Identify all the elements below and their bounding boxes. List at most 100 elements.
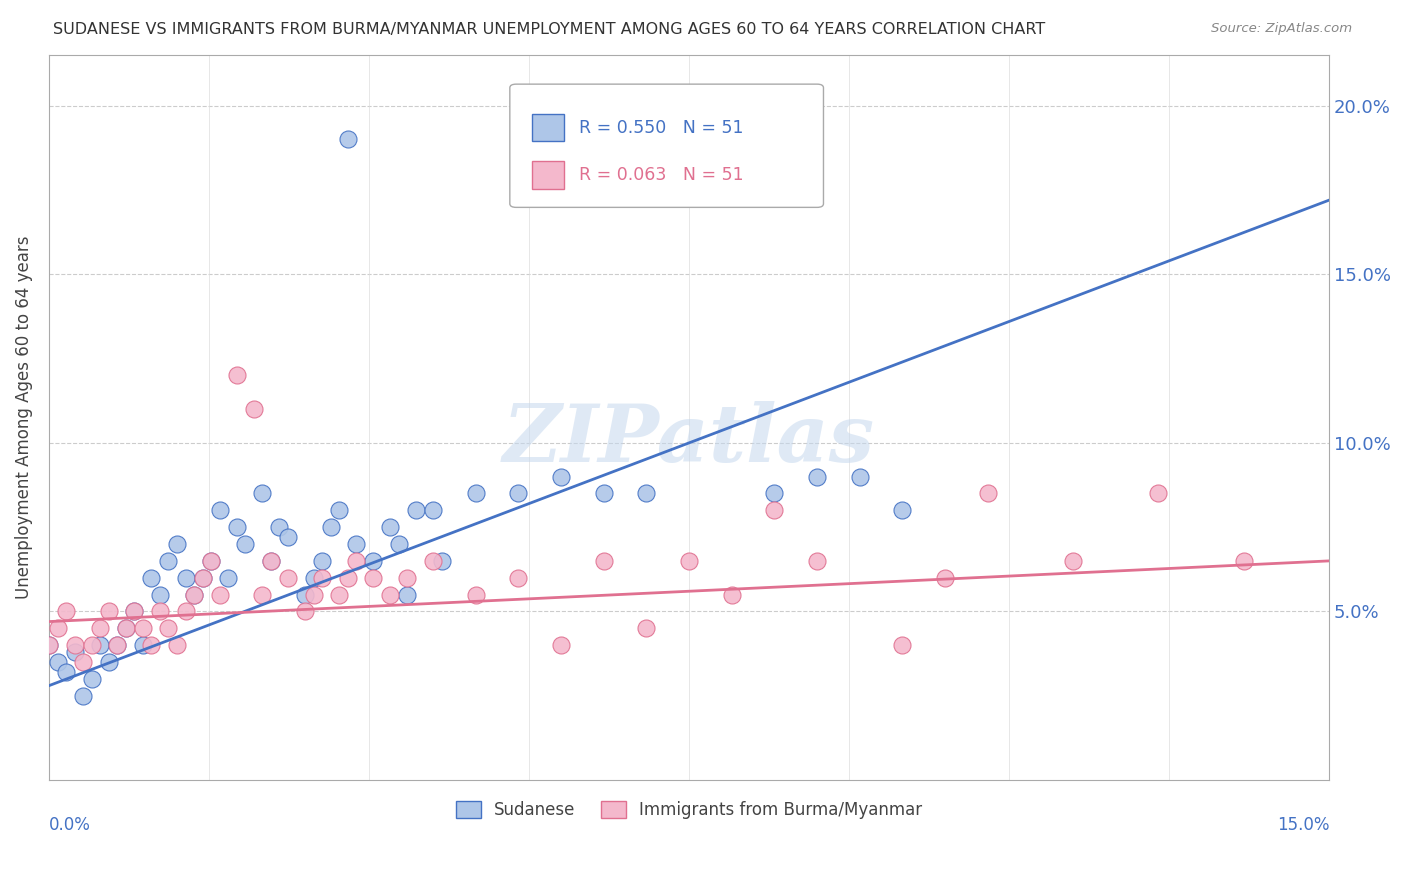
Point [124,605,146,619]
Point [46,655,69,669]
Point [157,554,180,568]
Point [72,655,94,669]
Text: 0.0%: 0.0% [49,816,91,834]
Point [46,621,69,635]
Point [38,638,60,652]
Point [217,571,239,585]
Point [233,537,256,551]
Point [336,571,359,585]
Point [105,638,128,652]
Point [550,469,572,483]
Point [508,486,530,500]
Point [97,605,120,619]
Point [422,554,444,568]
Point [208,588,231,602]
Point [174,605,197,619]
Point [132,638,155,652]
Point [380,588,402,602]
Point [328,503,350,517]
Point [396,571,419,585]
Point [592,554,614,568]
Point [157,621,180,635]
Text: R = 0.550   N = 51: R = 0.550 N = 51 [579,119,744,136]
Point [269,520,291,534]
Point [464,588,486,602]
Point [464,486,486,500]
Point [328,588,350,602]
Point [89,621,111,635]
Point [636,621,658,635]
Point [848,469,870,483]
Point [277,571,299,585]
Point [1147,486,1170,500]
Point [55,605,77,619]
Point [891,638,914,652]
Point [183,588,205,602]
Point [105,638,128,652]
Point [430,554,453,568]
FancyBboxPatch shape [510,84,824,207]
Point [311,571,333,585]
Point [977,486,1000,500]
Point [508,571,530,585]
Point [763,503,786,517]
Point [361,554,384,568]
Point [149,605,172,619]
Point [422,503,444,517]
Point [396,588,419,602]
Point [592,486,614,500]
Point [550,638,572,652]
Point [252,486,274,500]
Point [243,402,266,417]
Point [72,689,94,703]
Point [63,645,86,659]
Point [252,588,274,602]
Point [763,486,786,500]
Point [200,554,222,568]
Text: SUDANESE VS IMMIGRANTS FROM BURMA/MYANMAR UNEMPLOYMENT AMONG AGES 60 TO 64 YEARS: SUDANESE VS IMMIGRANTS FROM BURMA/MYANMA… [53,22,1046,37]
Point [1233,554,1256,568]
Text: R = 0.063   N = 51: R = 0.063 N = 51 [579,166,744,184]
Point [302,571,325,585]
Text: 15.0%: 15.0% [1277,816,1329,834]
Point [141,638,163,652]
Point [405,503,427,517]
Point [934,571,956,585]
Point [806,554,828,568]
Point [149,588,172,602]
Text: ZIPatlas: ZIPatlas [503,401,875,478]
Point [380,520,402,534]
Point [225,520,247,534]
Legend: Sudanese, Immigrants from Burma/Myanmar: Sudanese, Immigrants from Burma/Myanmar [450,795,929,826]
Point [636,486,658,500]
Point [277,530,299,544]
Point [80,672,103,686]
Point [200,554,222,568]
Point [388,537,411,551]
Point [89,638,111,652]
Point [678,554,700,568]
Point [132,621,155,635]
Point [166,638,188,652]
Point [166,537,188,551]
Point [191,571,214,585]
Point [294,588,316,602]
Point [63,638,86,652]
Point [55,665,77,680]
Point [114,621,136,635]
Point [319,520,342,534]
Point [38,638,60,652]
Y-axis label: Unemployment Among Ages 60 to 64 years: Unemployment Among Ages 60 to 64 years [15,235,32,599]
Point [891,503,914,517]
Point [174,571,197,585]
Point [344,554,367,568]
Point [1062,554,1084,568]
Point [97,655,120,669]
Point [225,368,247,383]
FancyBboxPatch shape [531,161,564,188]
Point [114,621,136,635]
Point [260,554,283,568]
Point [361,571,384,585]
Point [183,588,205,602]
Point [336,132,359,146]
